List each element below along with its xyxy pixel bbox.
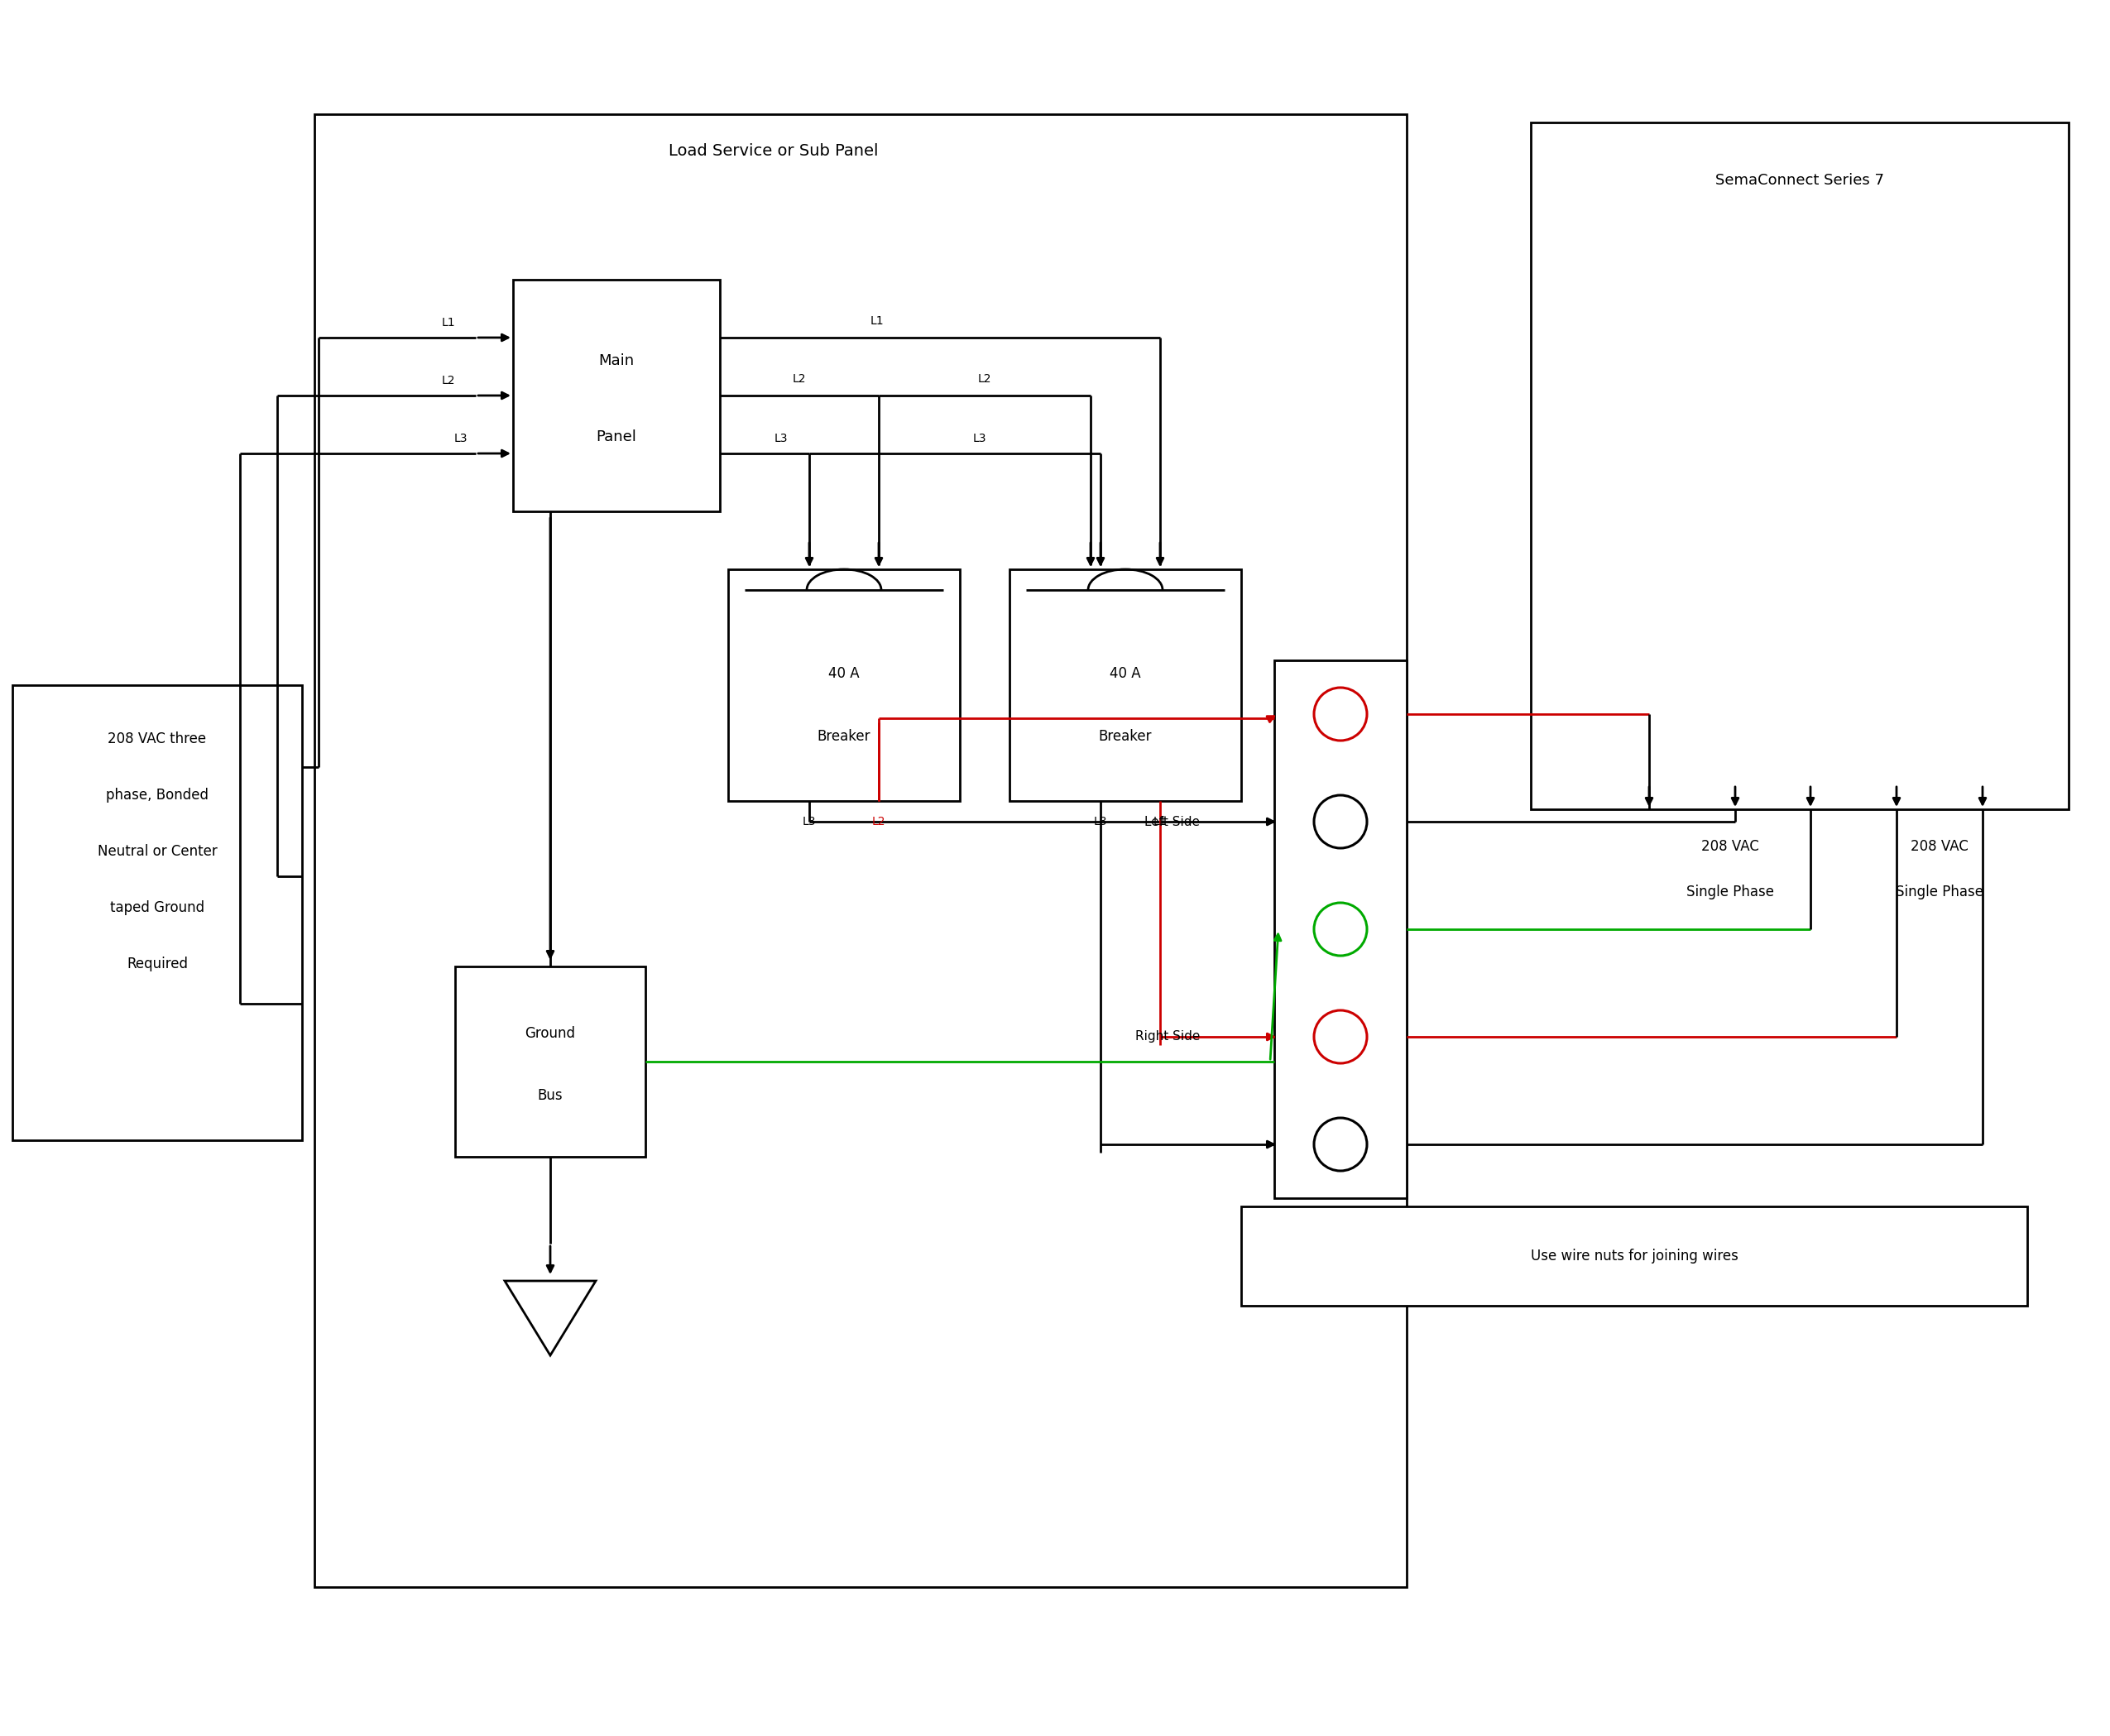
- Text: L3: L3: [774, 432, 787, 444]
- Bar: [1274, 660, 1407, 1198]
- Text: Ground: Ground: [525, 1026, 576, 1040]
- Bar: [728, 569, 960, 800]
- Text: Required: Required: [127, 957, 188, 972]
- Text: L1: L1: [1154, 816, 1167, 828]
- Text: phase, Bonded: phase, Bonded: [106, 788, 209, 802]
- Text: Left Side: Left Side: [1144, 816, 1201, 828]
- Text: 208 VAC: 208 VAC: [1912, 838, 1969, 854]
- Text: Breaker: Breaker: [817, 729, 871, 743]
- Text: Single Phase: Single Phase: [1686, 885, 1775, 899]
- Bar: [1009, 569, 1241, 800]
- Text: Main: Main: [599, 354, 635, 368]
- Text: Use wire nuts for joining wires: Use wire nuts for joining wires: [1530, 1248, 1739, 1264]
- Text: Load Service or Sub Panel: Load Service or Sub Panel: [669, 144, 878, 160]
- Text: 208 VAC: 208 VAC: [1701, 838, 1760, 854]
- Text: L2: L2: [977, 373, 992, 385]
- Text: L3: L3: [1093, 816, 1108, 828]
- Text: Panel: Panel: [597, 431, 637, 444]
- Text: L3: L3: [973, 432, 987, 444]
- Text: L1: L1: [441, 318, 456, 328]
- Bar: [513, 279, 720, 512]
- Text: L2: L2: [871, 816, 886, 828]
- Text: L3: L3: [454, 432, 468, 444]
- Text: L2: L2: [793, 373, 806, 385]
- Text: taped Ground: taped Ground: [110, 901, 205, 915]
- Text: 40 A: 40 A: [1110, 667, 1142, 681]
- Text: 208 VAC three: 208 VAC three: [108, 731, 207, 746]
- Text: Neutral or Center: Neutral or Center: [97, 844, 217, 859]
- Text: 40 A: 40 A: [829, 667, 859, 681]
- Text: SemaConnect Series 7: SemaConnect Series 7: [1715, 174, 1884, 187]
- Bar: [13, 686, 302, 1141]
- Text: L2: L2: [441, 375, 456, 387]
- Text: Right Side: Right Side: [1135, 1031, 1201, 1043]
- Text: Single Phase: Single Phase: [1895, 885, 1983, 899]
- Bar: [1530, 123, 2068, 809]
- Text: Bus: Bus: [538, 1088, 563, 1104]
- Bar: [314, 115, 1407, 1587]
- Bar: [456, 967, 646, 1156]
- Text: Breaker: Breaker: [1099, 729, 1152, 743]
- Text: L3: L3: [802, 816, 817, 828]
- Text: L1: L1: [869, 316, 884, 326]
- Bar: [1241, 1207, 2028, 1305]
